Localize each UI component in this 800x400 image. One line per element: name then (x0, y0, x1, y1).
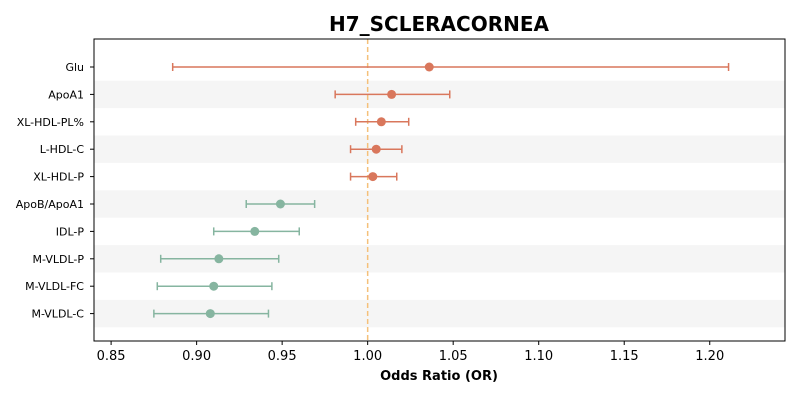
x-tick-label: 1.00 (353, 349, 382, 364)
data-marks (153, 62, 730, 319)
or-point (424, 62, 434, 72)
x-tick-label: 0.85 (97, 349, 126, 364)
y-tick-label: L-HDL-C (40, 143, 85, 156)
y-tick-label: M-VLDL-P (33, 253, 85, 266)
row-bands (94, 80, 785, 328)
x-tick-label: 1.05 (439, 349, 468, 364)
x-axis: 0.85 0.90 0.95 1.00 1.05 1.10 1.15 1.20 (97, 341, 724, 364)
x-axis-label: Odds Ratio (OR) (380, 369, 498, 384)
or-point (368, 172, 378, 182)
y-tick-label: M-VLDL-C (31, 308, 84, 321)
y-tick-label: ApoB/ApoA1 (16, 198, 84, 211)
y-tick-label: M-VLDL-FC (25, 280, 84, 293)
y-tick-label: IDL-P (56, 225, 85, 238)
x-tick-label: 1.10 (524, 349, 553, 364)
plot-frame (93, 38, 786, 342)
y-axis: Glu ApoA1 XL-HDL-PL% L-HDL-C XL-HDL-P ApoB/Ap… (16, 61, 94, 321)
x-tick-label: 1.15 (610, 349, 639, 364)
or-point (275, 199, 285, 209)
row-band (94, 190, 785, 218)
or-point (376, 117, 386, 127)
y-tick-label: XL-HDL-PL% (17, 116, 84, 129)
or-point (209, 281, 219, 291)
or-point (387, 89, 397, 99)
or-point (371, 144, 381, 154)
chart-title: H7_SCLERACORNEA (329, 12, 550, 36)
or-point (205, 309, 215, 319)
x-tick-label: 1.20 (695, 349, 724, 364)
or-point (250, 226, 260, 236)
x-tick-label: 0.90 (182, 349, 211, 364)
y-tick-label: Glu (65, 61, 84, 74)
or-point (214, 254, 224, 264)
y-tick-label: ApoA1 (48, 88, 84, 101)
y-tick-label: XL-HDL-P (33, 171, 84, 184)
row-band (94, 135, 785, 163)
x-tick-label: 0.95 (268, 349, 297, 364)
